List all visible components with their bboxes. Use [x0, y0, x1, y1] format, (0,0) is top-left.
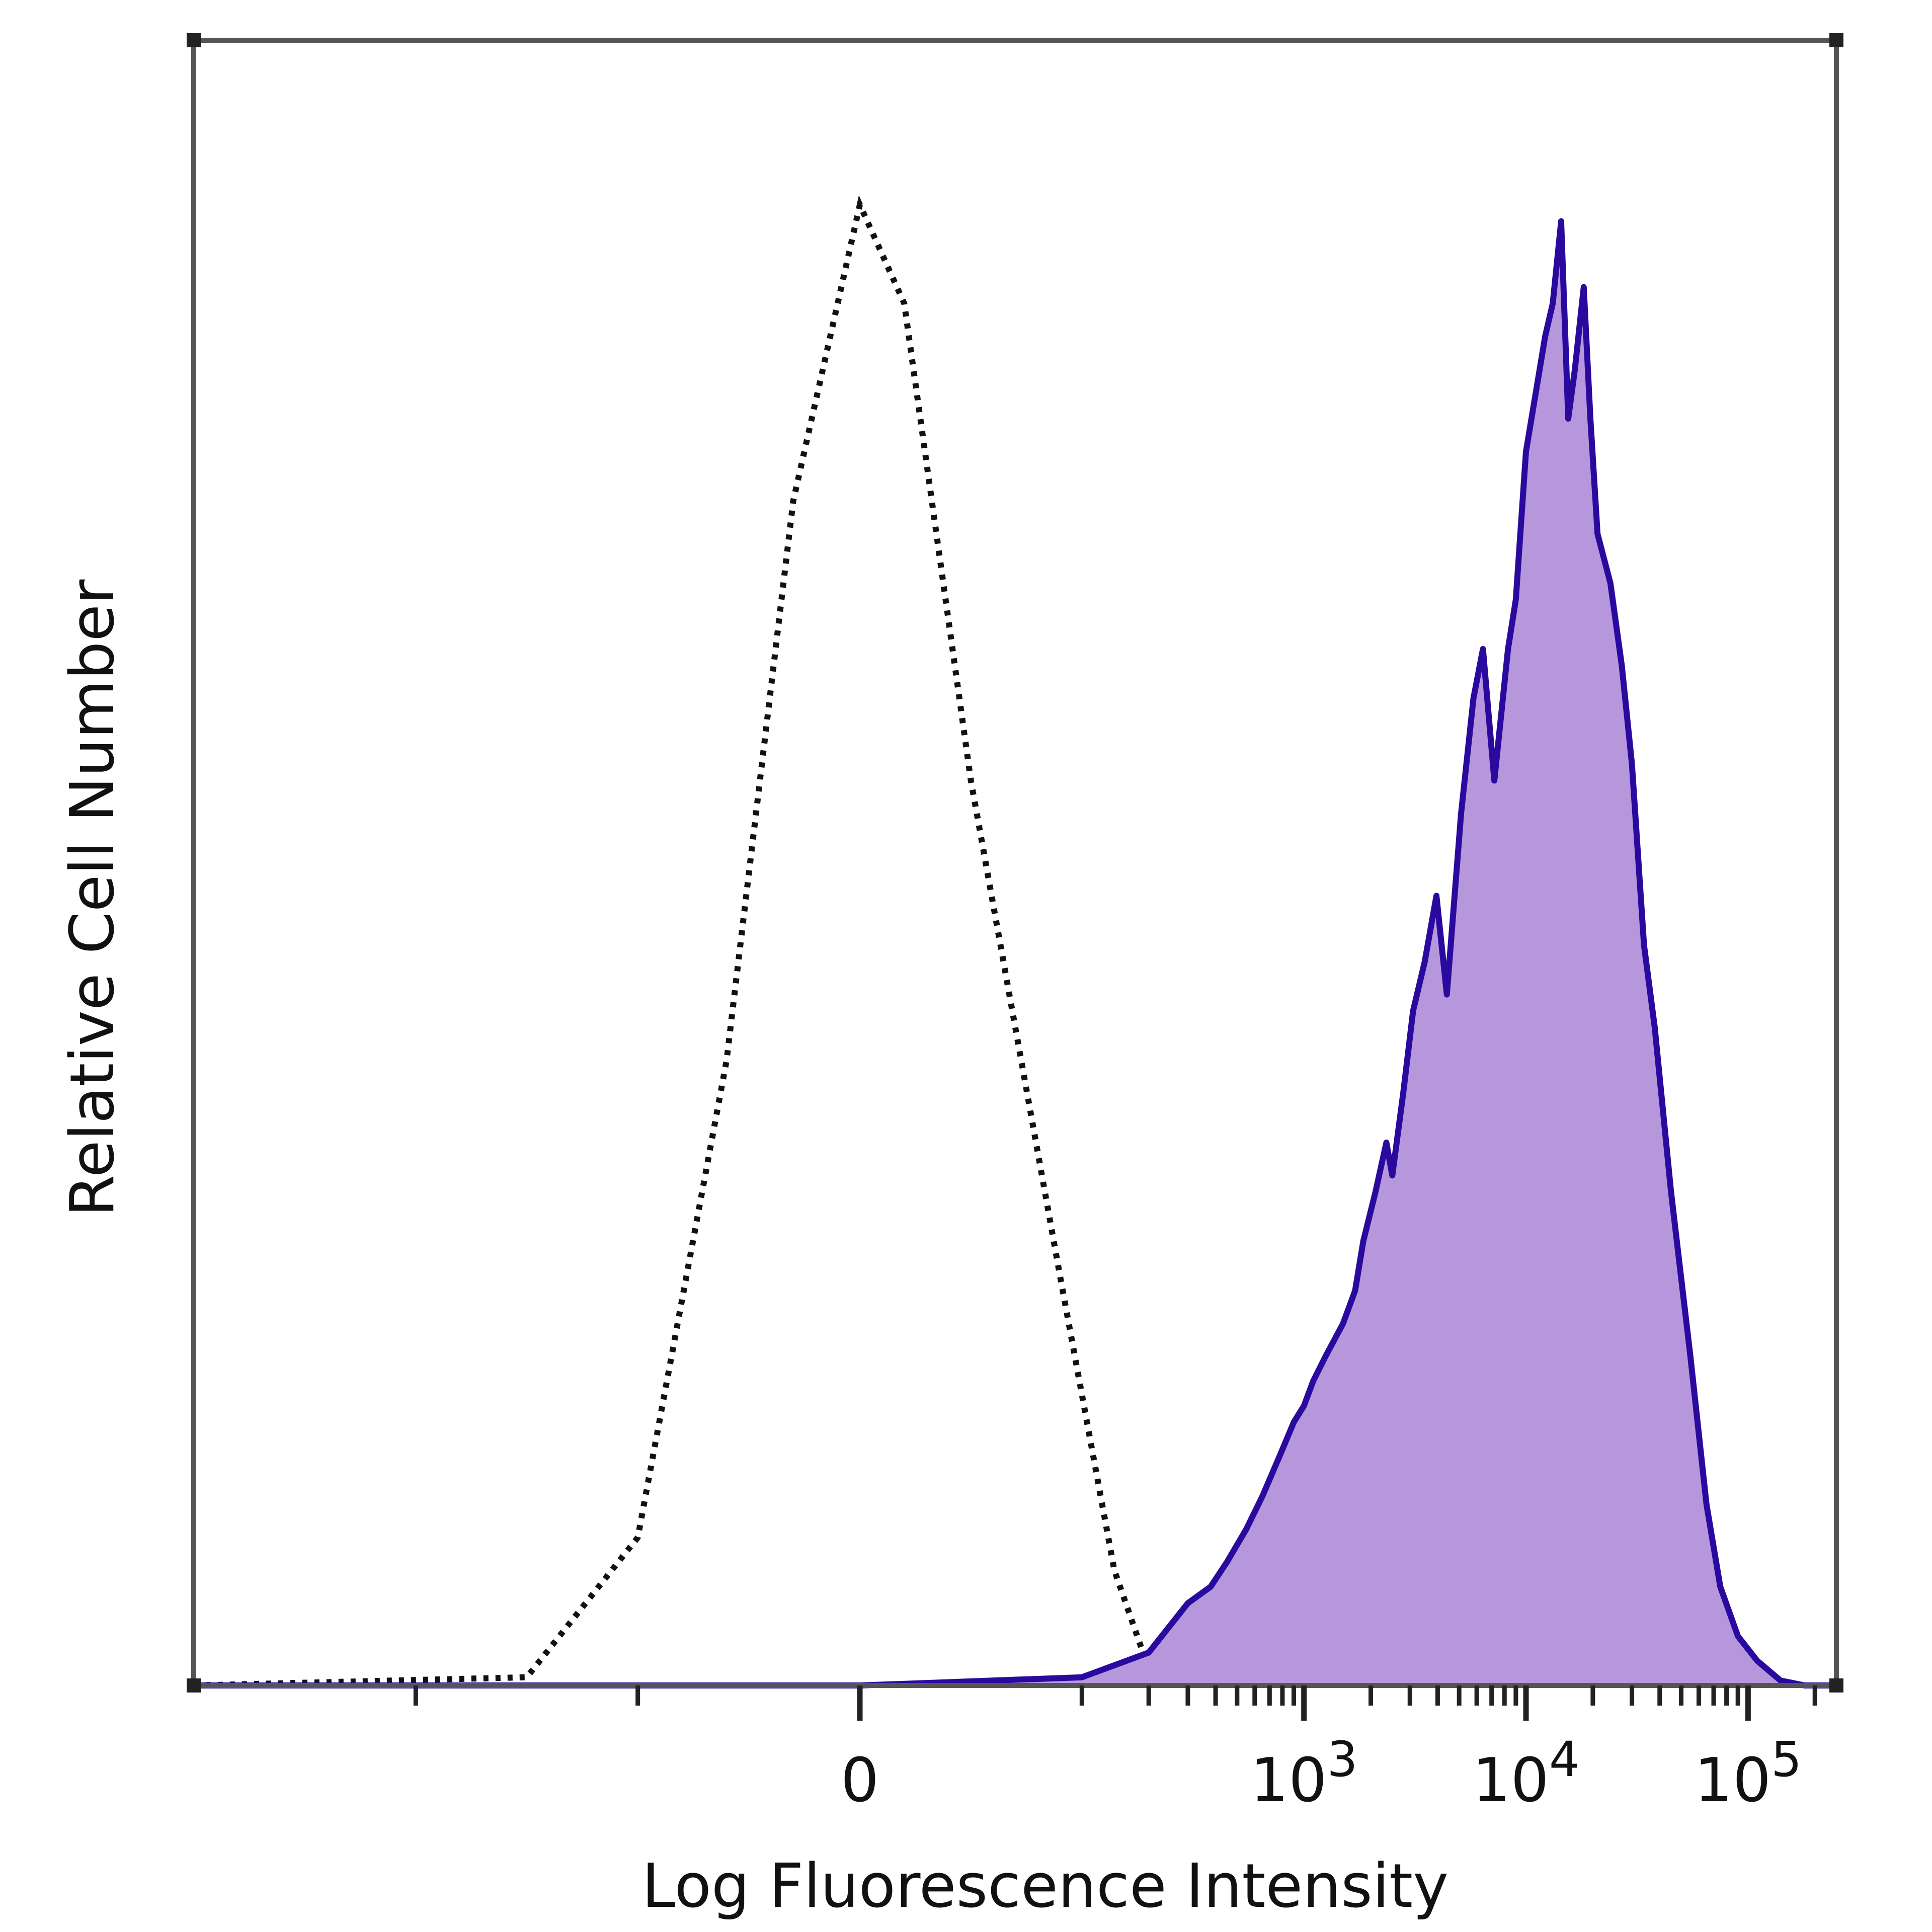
x-tick-label: 0: [841, 1746, 879, 1816]
x-tick-label: 104: [1472, 1731, 1580, 1816]
x-tick-label: 105: [1694, 1731, 1802, 1816]
plot-layer: [193, 195, 1836, 1688]
plot-frame: [191, 38, 1839, 1688]
frame-corners: [187, 33, 1843, 1693]
filled-histogram-line: [194, 218, 1836, 1688]
filled-histogram-area: [194, 221, 1836, 1686]
x-axis-ticks: [413, 1685, 1817, 1721]
x-tick-label: 103: [1250, 1731, 1358, 1816]
frame-corner-marker: [1829, 1678, 1843, 1693]
control-histogram-dotted-line: [193, 195, 1176, 1688]
frame-corner-marker: [1829, 33, 1843, 47]
x-axis-title: Log Fluorescence Intensity: [642, 1852, 1448, 1921]
frame-corner-marker: [187, 33, 201, 47]
y-axis-title: Relative Cell Number: [58, 579, 128, 1217]
x-axis-tick-labels: 0 103 104 105: [841, 1731, 1802, 1816]
frame-corner-marker: [187, 1678, 201, 1693]
